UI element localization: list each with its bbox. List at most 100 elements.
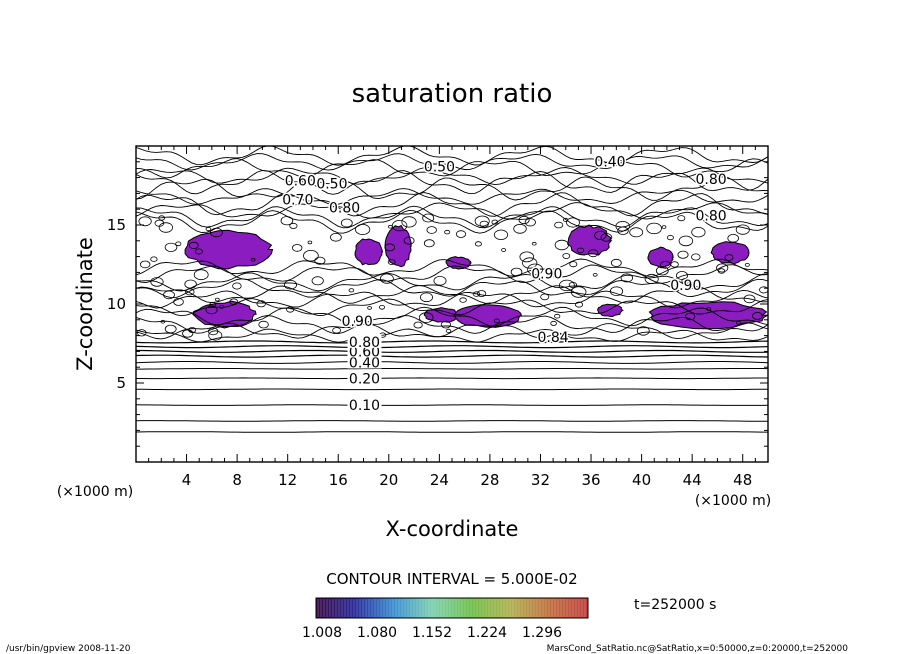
contour-loop-81 <box>562 253 571 259</box>
contour-loop-19 <box>644 273 659 285</box>
contour-loop-64 <box>205 226 212 232</box>
contour-loop-18 <box>676 271 689 280</box>
contour-level-4 <box>136 377 768 380</box>
contour-loop-88 <box>569 261 578 268</box>
contour-upper-14 <box>136 192 768 217</box>
contour-loop-90 <box>716 263 729 273</box>
contour-loop-98 <box>303 249 319 262</box>
colorbar <box>315 597 589 619</box>
contour-upper-8 <box>136 272 768 292</box>
contour-label-5: 0.70 <box>282 193 313 209</box>
x-axis-ticks: 4 8 12 16 20 24 28 32 36 40 44 48 <box>148 146 756 489</box>
contour-upper-20 <box>136 153 768 171</box>
contour-loop-96 <box>163 290 175 300</box>
contour-loop-129 <box>136 329 147 337</box>
contour-level-8 <box>136 349 768 353</box>
contour-loop-57 <box>150 256 158 262</box>
contour-level-label-2: 0.10 <box>349 398 380 414</box>
footer-right: MarsCond_SatRatio.nc@SatRatio,x=0:50000,… <box>547 644 849 654</box>
contour-loop-47 <box>677 215 686 222</box>
contour-loop-2 <box>570 286 587 298</box>
contour-loop-41 <box>620 273 634 283</box>
contour-loop-54 <box>401 216 417 228</box>
contour-loop-38 <box>744 262 750 267</box>
x-tick-label-40: 40 <box>632 471 651 489</box>
contour-label-1: 0.40 <box>594 155 625 171</box>
contour-upper-21 <box>136 146 768 166</box>
contour-loop-36 <box>444 229 451 235</box>
contour-loop-20 <box>160 319 166 324</box>
y-tick-label-10: 10 <box>107 295 126 313</box>
contour-upper-9 <box>136 264 768 284</box>
contour-label-0: 0.50 <box>424 159 455 175</box>
contour-loop-122 <box>560 333 566 338</box>
contour-loop-29 <box>340 218 353 228</box>
contour-loop-61 <box>736 320 742 325</box>
contour-loop-106 <box>258 320 269 329</box>
contour-loop-113 <box>735 224 750 235</box>
contour-loop-0 <box>164 324 177 334</box>
contour-loop-86 <box>491 219 499 225</box>
x-tick-label-8: 8 <box>232 471 242 489</box>
contour-label-11: 0.84 <box>538 330 569 346</box>
contour-loop-138 <box>685 312 696 321</box>
contour-level-label-4: 0.20 <box>349 371 380 387</box>
contour-loop-136 <box>292 244 303 252</box>
contour-label-bg-4 <box>347 370 382 385</box>
contour-loop-78 <box>207 327 219 336</box>
contour-loop-77 <box>307 240 313 245</box>
contour-loop-133 <box>314 256 326 265</box>
contour-loop-139 <box>472 291 481 297</box>
contour-loop-80 <box>283 279 297 290</box>
contour-loop-116 <box>440 320 451 329</box>
contour-loop-11 <box>759 286 768 294</box>
contour-loop-112 <box>670 261 679 268</box>
contour-upper-6 <box>136 285 768 304</box>
contour-loop-103 <box>184 279 197 289</box>
contour-upper-4 <box>136 298 768 317</box>
filled-region-1 <box>354 238 384 266</box>
contour-upper-18 <box>136 167 768 186</box>
contour-loop-53 <box>403 236 415 245</box>
contour-loop-51 <box>185 288 195 296</box>
contour-level-0 <box>136 431 768 433</box>
x-tick-label-16: 16 <box>329 471 348 489</box>
x-tick-label-32: 32 <box>531 471 550 489</box>
chart-title: saturation ratio <box>352 79 553 109</box>
contour-loop-82 <box>476 290 487 297</box>
contour-loop-100 <box>575 301 584 308</box>
colorbar-tick-label-1: 1.080 <box>357 625 397 641</box>
contour-upper-3 <box>136 306 768 327</box>
y-tick-label-5: 5 <box>116 374 126 392</box>
contour-upper-17 <box>136 170 768 195</box>
contour-label-9: 0.90 <box>670 278 701 294</box>
contour-upper-12 <box>136 205 768 229</box>
contour-loop-26 <box>518 215 530 225</box>
filled-region-10 <box>597 303 624 318</box>
x-tick-label-28: 28 <box>480 471 499 489</box>
contour-loop-34 <box>209 301 217 308</box>
x-tick-label-44: 44 <box>683 471 702 489</box>
contour-loop-131 <box>154 219 165 227</box>
contour-loop-42 <box>501 248 507 252</box>
contour-loop-24 <box>459 297 467 303</box>
contour-loop-12 <box>150 277 164 287</box>
contour-interval-text: CONTOUR INTERVAL = 5.000E-02 <box>326 570 577 588</box>
contour-level-6 <box>136 361 768 364</box>
contour-level-label-8: 0.60 <box>349 344 380 360</box>
contour-level-3 <box>136 388 768 391</box>
contour-loop-22 <box>677 250 689 259</box>
contour-level-7 <box>136 354 768 358</box>
contour-loop-40 <box>587 249 599 258</box>
contour-loop-16 <box>646 222 662 235</box>
contour-loop-32 <box>188 241 199 249</box>
contour-loop-46 <box>531 241 537 246</box>
contour-loop-55 <box>422 213 435 223</box>
x-axis-unit: (×1000 m) <box>695 493 771 509</box>
contour-loop-60 <box>138 216 152 227</box>
contour-loop-73 <box>474 241 482 247</box>
x-axis-label: X-coordinate <box>386 517 519 541</box>
contour-upper-16 <box>136 176 768 201</box>
contour-loop-33 <box>194 248 203 255</box>
